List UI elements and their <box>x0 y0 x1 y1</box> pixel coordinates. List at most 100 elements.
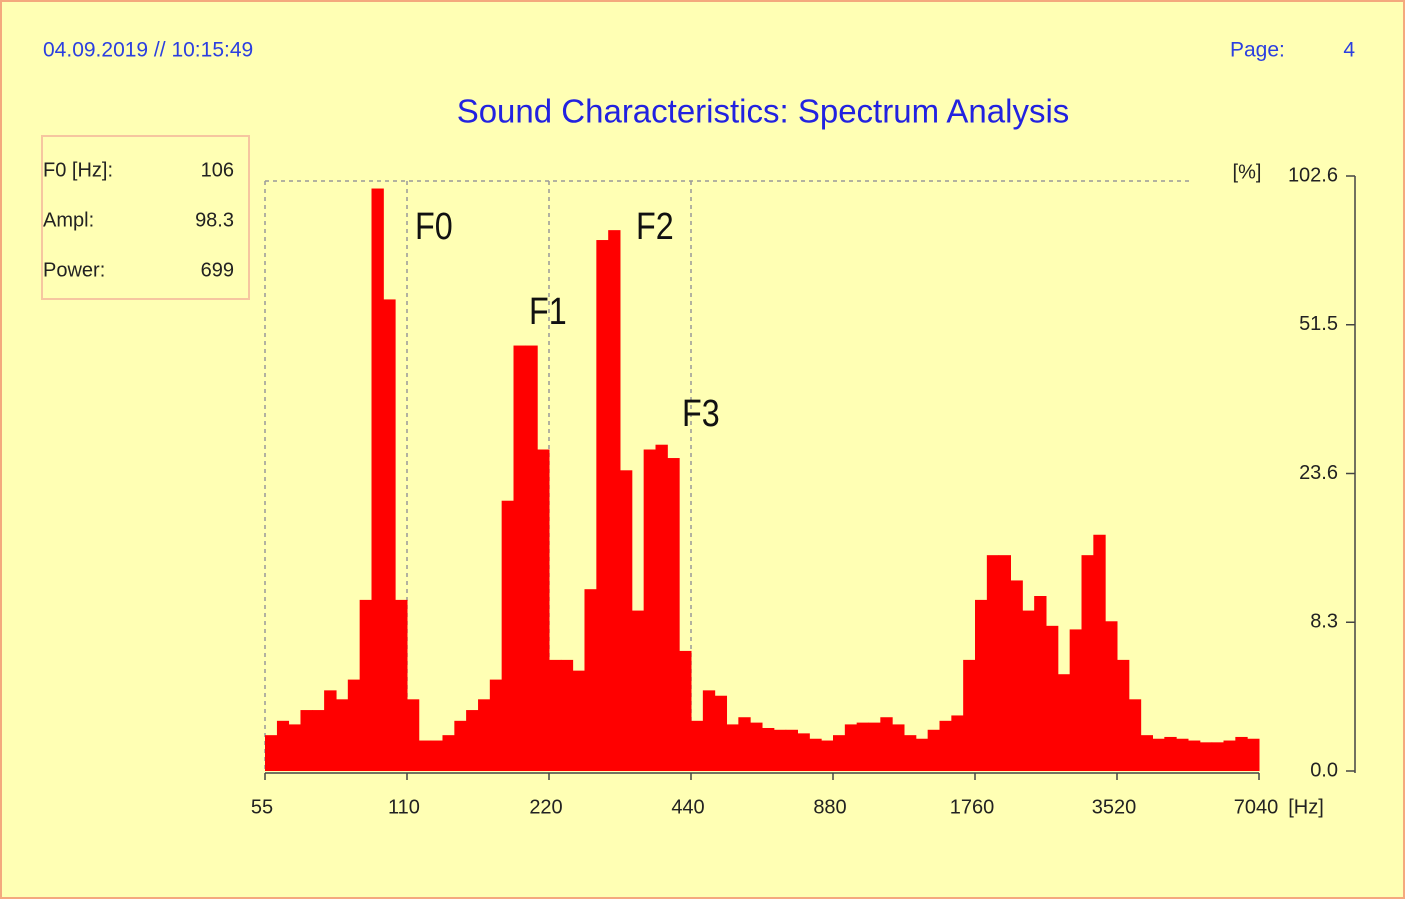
bar <box>300 710 313 771</box>
bar <box>1069 629 1083 771</box>
bar <box>1022 610 1035 771</box>
bar <box>1034 596 1047 771</box>
page-label: Page: <box>1230 39 1285 62</box>
bar <box>359 599 373 771</box>
bar <box>643 449 657 771</box>
y-tick-label: 0.0 <box>1310 759 1338 781</box>
bar <box>1093 534 1106 771</box>
bar <box>312 710 325 771</box>
info-rows: F0 [Hz]: 106 Ampl: 98.3 Power: 699 <box>43 159 234 281</box>
bar <box>608 230 621 772</box>
bar <box>454 720 467 771</box>
bar <box>501 500 515 771</box>
bar <box>383 299 396 771</box>
bar <box>1247 738 1260 771</box>
bar <box>927 729 941 771</box>
bar <box>833 735 846 771</box>
bar <box>596 240 609 772</box>
x-tick-label: 55 <box>251 796 273 818</box>
bar <box>1057 674 1071 771</box>
bar <box>1199 742 1213 771</box>
x-tick-label: 880 <box>813 796 846 818</box>
bar <box>797 733 810 771</box>
bar <box>1081 555 1094 771</box>
bar <box>537 449 550 771</box>
bar <box>1128 699 1142 771</box>
bar <box>371 188 384 772</box>
bar <box>1211 742 1224 771</box>
bar <box>265 735 278 771</box>
bar <box>750 722 763 771</box>
bar <box>1152 738 1165 771</box>
x-tick-label: 7040 <box>1234 796 1279 818</box>
bar <box>691 720 704 771</box>
bar <box>903 735 917 771</box>
bar <box>667 458 680 771</box>
bar <box>560 659 574 771</box>
bar <box>395 599 408 771</box>
bar <box>276 720 290 771</box>
y-tick-label: 8.3 <box>1310 611 1338 633</box>
bar <box>1235 736 1248 771</box>
bar <box>619 470 633 771</box>
x-tick-label: 440 <box>671 796 704 818</box>
bar <box>986 555 1000 771</box>
bar <box>1010 580 1023 771</box>
bar <box>489 679 503 771</box>
bar <box>336 699 349 771</box>
bar <box>1117 659 1130 771</box>
chart-title: Sound Characteristics: Spectrum Analysis <box>457 93 1070 130</box>
bar <box>1164 736 1177 771</box>
y-tick-label: 51.5 <box>1299 313 1338 335</box>
info-label: Power: <box>43 259 105 281</box>
bar <box>821 740 834 771</box>
y-unit: [%] <box>1233 161 1262 183</box>
bar <box>726 724 739 771</box>
bar <box>785 729 799 771</box>
bar <box>549 659 562 771</box>
bar <box>584 589 597 771</box>
info-value: 106 <box>201 159 234 181</box>
bar <box>880 717 893 771</box>
bar <box>939 720 952 771</box>
bar <box>975 599 988 771</box>
bar <box>702 690 716 771</box>
bar <box>844 724 858 771</box>
bar <box>324 690 337 771</box>
bar <box>1140 735 1153 771</box>
bar <box>1176 738 1189 771</box>
bar <box>1105 621 1118 771</box>
bar <box>963 659 976 771</box>
formant-label: F0 <box>415 206 453 248</box>
bar <box>347 679 361 771</box>
bar <box>466 710 479 771</box>
bar <box>892 724 905 771</box>
info-value: 699 <box>201 259 234 281</box>
bar <box>762 727 775 771</box>
x-tick-label: 110 <box>388 796 420 818</box>
bar <box>1187 740 1201 771</box>
y-tick-label: 102.6 <box>1288 164 1338 186</box>
bar <box>998 555 1011 771</box>
bar <box>809 738 822 771</box>
formant-label: F3 <box>682 393 720 435</box>
bar <box>418 740 432 771</box>
bar <box>738 717 751 771</box>
x-tick-label: 220 <box>529 796 562 818</box>
x-tick-label: 3520 <box>1092 796 1137 818</box>
bar <box>856 722 869 771</box>
bar <box>1223 740 1236 771</box>
bar <box>442 735 455 771</box>
plot: 55 110 220 440 880 1760 3520 7040 0.0 8.3 23.6 51.5… <box>251 164 1356 818</box>
bar <box>525 345 538 771</box>
info-label: Ampl: <box>43 209 94 231</box>
bar <box>679 650 692 771</box>
x-unit: [Hz] <box>1288 796 1324 818</box>
bar <box>513 345 526 771</box>
bar <box>631 610 645 771</box>
page-number: 4 <box>1343 39 1355 62</box>
bar <box>773 729 787 771</box>
bar <box>572 670 585 771</box>
info-label: F0 [Hz]: <box>43 159 113 181</box>
